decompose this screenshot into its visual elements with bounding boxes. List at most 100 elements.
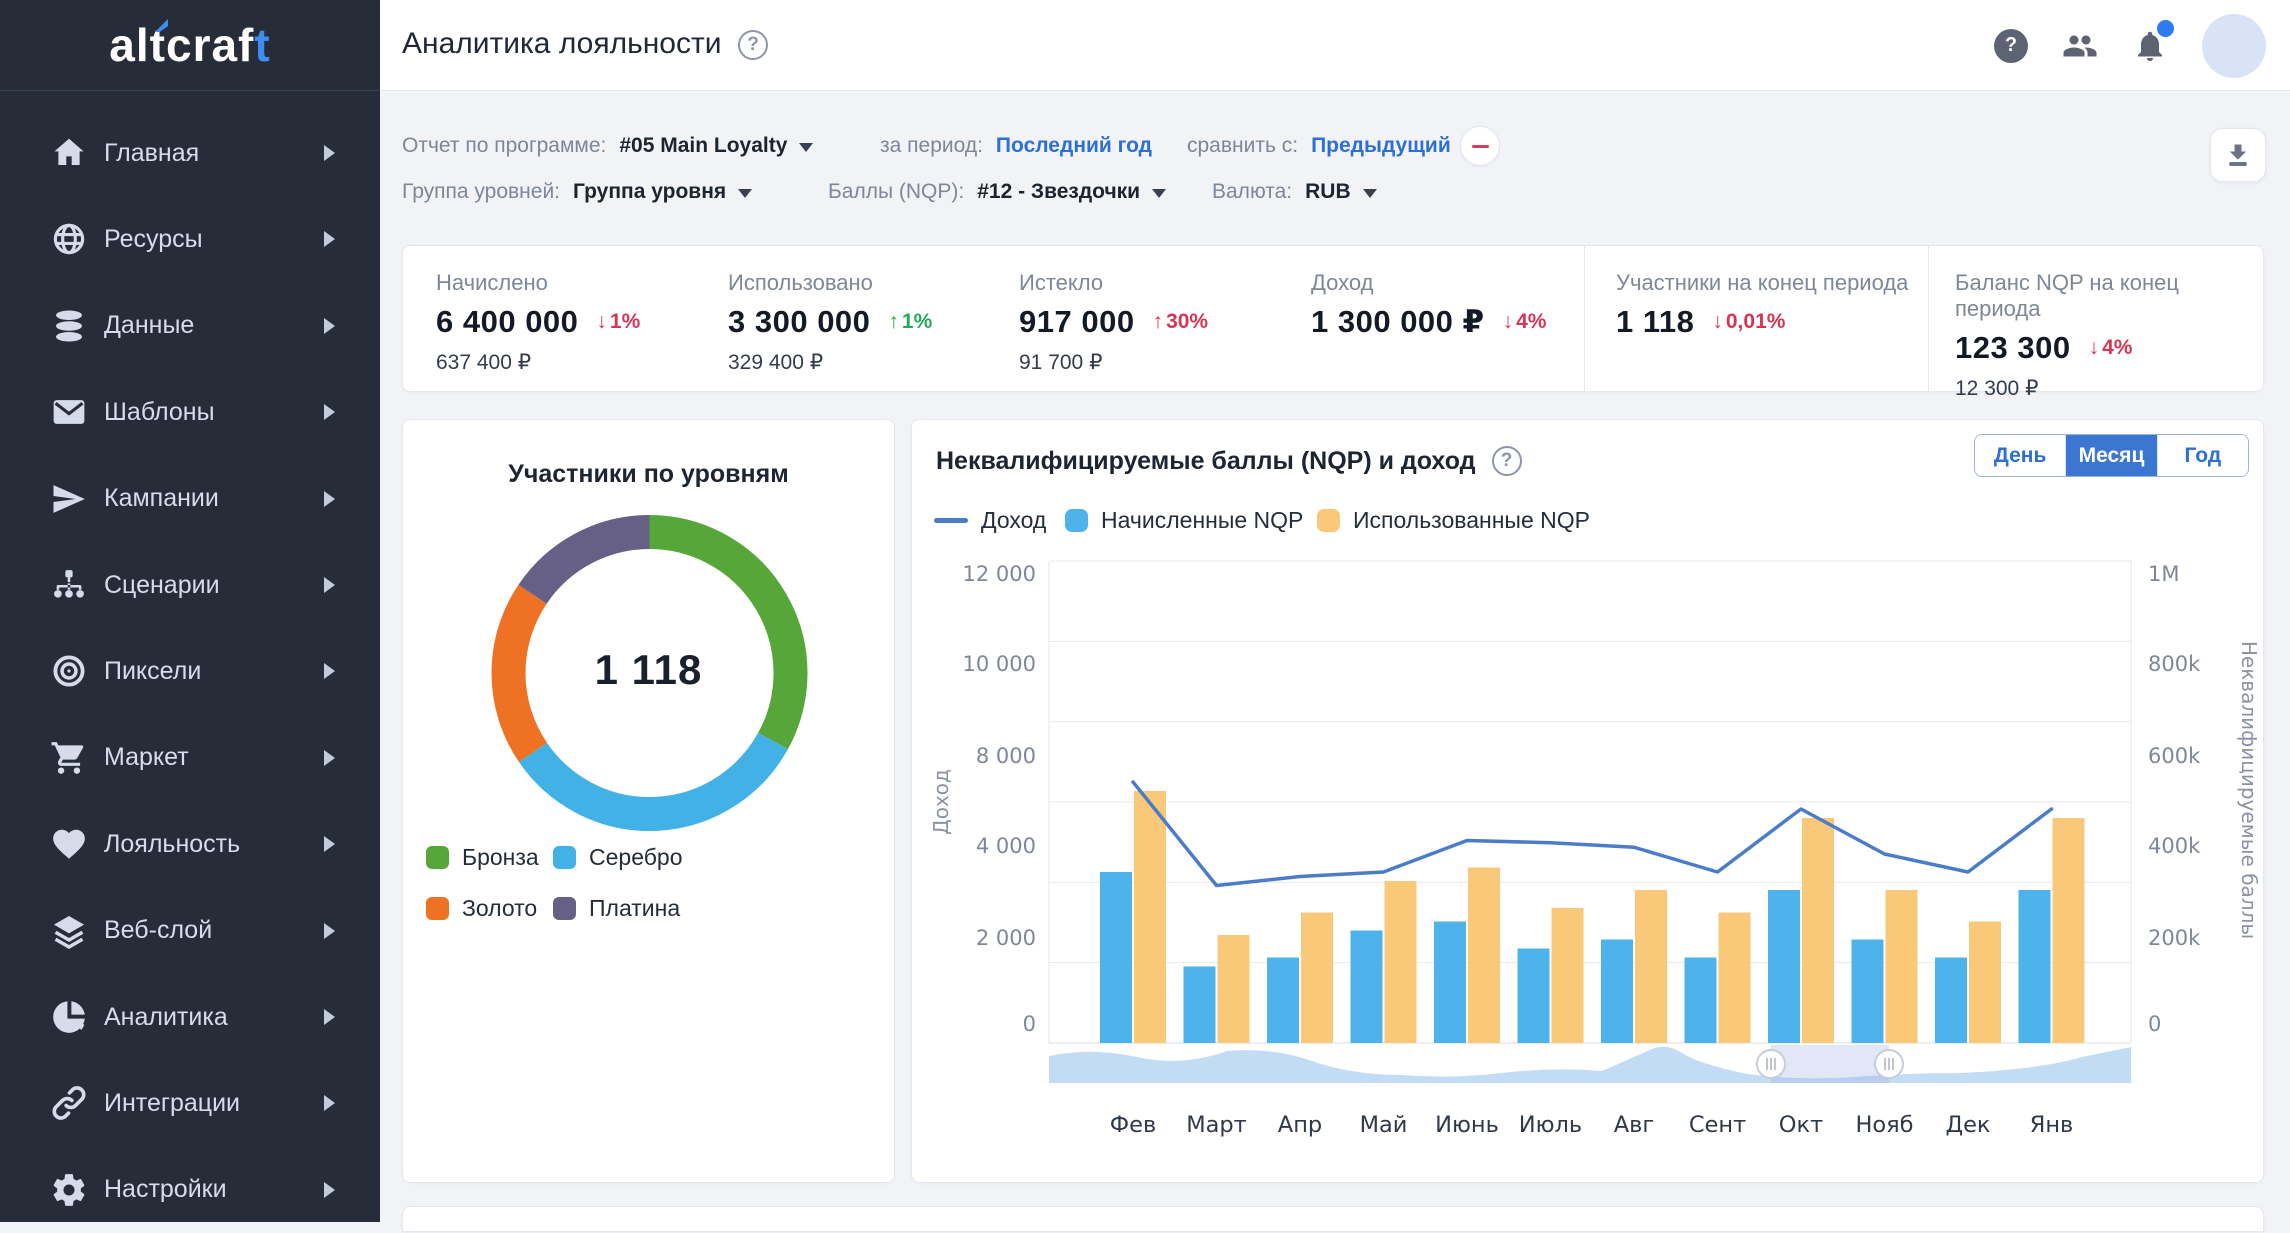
kpi-delta: ↓4% [2089,336,2133,360]
legend-swatch [553,846,576,869]
revenue-line[interactable] [1133,782,2052,886]
heart-icon [50,825,88,863]
kpi-value: 123 300 [1955,330,2071,366]
period-filter-value[interactable]: Последний год [996,134,1152,158]
sidebar-item-label: Веб-слой [104,916,212,945]
compare-filter-label: сравнить с: [1187,134,1298,158]
donut-segment-Платина[interactable] [533,532,650,594]
donut-segment-Серебро[interactable] [533,741,773,814]
donut-legend-item-1[interactable]: Серебро [553,844,682,871]
logo-text: al [109,18,149,72]
layers-icon [50,912,88,950]
bar-accrued-Июнь[interactable] [1434,922,1466,1044]
nqp-revenue-card: Неквалифицируемые баллы (NQP) и доход ? … [911,419,2264,1183]
altcraft-logo[interactable]: altcraft [0,0,380,90]
page-help-icon[interactable]: ? [738,30,768,60]
download-button[interactable] [2210,128,2266,182]
bar-accrued-Дек[interactable] [1935,958,1967,1044]
bar-used-Июль[interactable] [1552,908,1584,1043]
sidebar-item-envelope[interactable]: Шаблоны [0,369,380,455]
sidebar-item-pie-chart[interactable]: Аналитика [0,974,380,1060]
program-filter-label: Отчет по программе: [402,134,606,158]
users-icon[interactable] [2062,28,2098,64]
help-icon[interactable]: ? [1994,29,2028,63]
bar-used-Авг[interactable] [1635,890,1667,1043]
bullseye-icon [50,652,88,690]
kpi-value: 1 300 000 ₽ [1311,304,1485,340]
bar-accrued-Март[interactable] [1184,967,1216,1044]
program-filter-select[interactable]: #05 Main Loyalty [619,134,813,158]
y-left-tick: 0 [1023,1012,1036,1036]
sidebar-item-database[interactable]: Данные [0,283,380,369]
bar-accrued-Нояб[interactable] [1852,940,1884,1044]
remove-compare-button[interactable] [1460,126,1500,166]
y-right-tick: 200k [2148,926,2201,950]
kpi-value: 3 300 000 [728,304,870,340]
bar-accrued-Май[interactable] [1351,931,1383,1044]
donut-legend-item-3[interactable]: Платина [553,895,680,922]
navigator-window[interactable] [1771,1045,1889,1083]
bar-accrued-Сент[interactable] [1685,958,1717,1044]
kpi-card-1: Использовано3 300 000↑1%329 400 ₽ [728,270,932,375]
database-icon [50,307,88,345]
program-filter-value: #05 Main Loyalty [619,134,787,158]
currency-filter: Валюта: RUB [1212,170,1377,214]
arrow-down-icon: ↓ [2089,336,2100,360]
bar-used-Март[interactable] [1218,935,1250,1043]
avatar[interactable] [2202,14,2266,78]
navigator-wave[interactable] [1049,1047,2131,1083]
legend-label: Серебро [589,844,682,871]
sidebar-item-cart[interactable]: Маркет [0,715,380,801]
legend-swatch [426,897,449,920]
sidebar-item-link[interactable]: Интеграции [0,1060,380,1146]
bell-icon[interactable] [2132,28,2168,64]
kpi-label: Участники на конец периода [1616,270,1908,296]
topbar: Аналитика лояльности ? ? [380,0,2290,91]
currency-filter-select[interactable]: RUB [1305,180,1377,204]
home-icon [50,134,88,172]
y-left-tick: 8 000 [976,744,1036,768]
sidebar-item-label: Лояльность [104,830,240,859]
arrow-down-icon: ↓ [1712,310,1723,334]
bar-accrued-Янв[interactable] [2019,890,2051,1043]
bar-used-Фев[interactable] [1134,791,1166,1043]
sidebar-item-sitemap[interactable]: Сценарии [0,542,380,628]
period-filter-label: за период: [880,134,983,158]
kpi-delta: ↓0,01% [1712,310,1785,334]
bar-used-Июнь[interactable] [1468,868,1500,1044]
donut-legend-item-0[interactable]: Бронза [426,844,539,871]
bar-accrued-Фев[interactable] [1100,872,1132,1043]
bar-accrued-Окт[interactable] [1768,890,1800,1043]
chevron-right-icon [324,1009,335,1025]
notification-dot [2157,20,2174,37]
kpi-value: 917 000 [1019,304,1135,340]
sidebar-item-paper-plane[interactable]: Кампании [0,456,380,542]
compare-filter-value[interactable]: Предыдущий [1311,134,1451,158]
sidebar-item-gear[interactable]: Настройки [0,1147,380,1233]
sidebar-item-layers[interactable]: Веб-слой [0,888,380,974]
bar-accrued-Авг[interactable] [1601,940,1633,1044]
bar-used-Дек[interactable] [1969,922,2001,1044]
bar-used-Окт[interactable] [1802,818,1834,1043]
bar-used-Нояб[interactable] [1886,890,1918,1043]
x-tick-Дек: Дек [1945,1112,1990,1138]
donut-segment-Бронза[interactable] [650,532,791,741]
sidebar-item-bullseye[interactable]: Пиксели [0,628,380,714]
points-filter-select[interactable]: #12 - Звездочки [977,180,1166,204]
bar-accrued-Июль[interactable] [1518,949,1550,1044]
sidebar-item-heart[interactable]: Лояльность [0,801,380,887]
sidebar-item-globe[interactable]: Ресурсы [0,196,380,282]
points-filter: Баллы (NQP): #12 - Звездочки [828,170,1166,214]
chevron-right-icon [324,1095,335,1111]
sidebar-item-home[interactable]: Главная [0,110,380,196]
points-filter-value: #12 - Звездочки [977,180,1140,204]
tier-group-filter-select[interactable]: Группа уровня [573,180,752,204]
bar-used-Апр[interactable] [1301,913,1333,1044]
kpi-sub-value: 12 300 ₽ [1955,376,2263,401]
logo-t-blue: t [254,18,270,72]
bar-used-Янв[interactable] [2053,818,2085,1043]
bar-used-Сент[interactable] [1719,913,1751,1044]
bar-accrued-Апр[interactable] [1267,958,1299,1044]
bar-used-Май[interactable] [1385,881,1417,1043]
donut-legend-item-2[interactable]: Золото [426,895,537,922]
